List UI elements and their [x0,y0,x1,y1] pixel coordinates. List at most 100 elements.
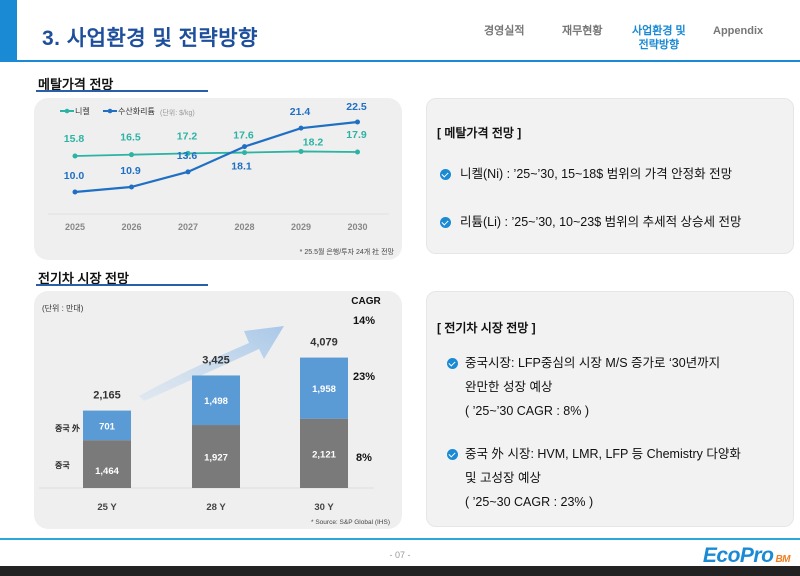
x-tick-label: 2029 [291,222,311,232]
nav-item-appendix[interactable]: Appendix [713,25,764,37]
data-label: 18.1 [231,161,252,173]
data-point [72,189,78,195]
header-accent-bar [0,0,17,60]
series-line-nickel [74,150,358,157]
data-point [298,125,304,131]
ev-market-bar-chart: (단위 : 만대) 1,464 701 2,165 25 Y 1,927 1,498 3,4… [39,296,390,526]
x-tick-label: 25 Y [97,502,117,513]
ev-footnote: * Source: S&P Global (IHS) [311,519,390,526]
data-label: 15.8 [64,133,85,145]
data-label: 13.6 [177,150,198,162]
chart-legend: 니켈 수산화리튬 [60,106,155,116]
growth-arrow-icon [139,326,284,401]
ev-section-title: 전기차 시장 전망 [38,271,129,286]
data-label: 17.6 [233,130,254,142]
ev-chart-panel: (단위 : 만대) 1,464 701 2,165 25 Y 1,927 1,498 3,4… [34,291,402,529]
bullet-line: 완만한 성장 예상 [465,380,553,394]
page-number: - 07 - [389,550,411,560]
metal-footnote: * 25.5월 은행/투자 24개 社 전망 [300,247,395,256]
bar-total-label: 2,165 [93,390,121,402]
nav-item-strategy-line1: 사업환경 및 [632,25,686,37]
ev-bullet-china: 중국시장: LFP중심의 시장 M/S 증가로 ‘30년까지 완만한 성장 예상… [465,351,720,423]
check-icon [447,358,458,369]
nav-item-performance[interactable]: 경영실적 [484,25,525,37]
ev-section-underline [36,284,208,286]
bar-value-label: 1,927 [204,453,228,464]
ev-info-panel: [ 전기차 시장 전망 ] 중국시장: LFP중심의 시장 M/S 증가로 ‘3… [426,291,794,527]
data-point [129,152,134,158]
bullet-line: ( ’25~’30 CAGR : 8% ) [465,404,590,418]
metal-section-title: 메탈가격 전망 [38,77,114,92]
footer-divider [0,538,800,540]
check-icon [447,449,458,460]
x-tick-label: 28 Y [206,502,226,513]
metal-chart-panel: 니켈 수산화리튬 (단위: $/kg) 15.8 16.5 17.2 17.6 18.2 1… [34,98,402,260]
bar-non-china [300,357,348,419]
page-title: 3. 사업환경 및 전략방향 [42,27,258,50]
metal-info-title: [ 메탈가격 전망 ] [437,126,522,140]
x-tick-label: 2028 [234,222,254,232]
bar-value-label: 1,498 [204,396,228,407]
bar-value-label: 1,958 [312,384,336,395]
nav-item-strategy-line2: 전략방향 [638,39,680,51]
legend-marker [107,108,113,114]
nav-item-strategy[interactable]: 사업환경 및 전략방향 [632,24,686,52]
data-label: 21.4 [290,106,311,118]
logo-main: EcoPro [702,544,774,567]
x-tick-label: 2026 [121,222,141,232]
bullet-line: 중국시장: LFP중심의 시장 M/S 증가로 ‘30년까지 [465,356,721,370]
cagr-china: 8% [356,452,372,464]
cagr-header: CAGR [351,296,381,307]
legend-marker [64,108,70,114]
bar-value-label: 1,464 [95,466,119,477]
ecopro-logo: EcoPro BM [702,544,791,568]
data-label: 22.5 [346,101,367,113]
data-point [355,149,360,155]
legend-china-label: 중국 [55,461,70,470]
bar-total-label: 3,425 [202,354,230,366]
bar-non-china [83,410,131,441]
cagr-total: 14% [353,315,375,327]
data-point [298,148,304,154]
x-tick-label: 2030 [347,222,367,232]
bullet-line: 및 고성장 예상 [465,471,541,485]
bullet-line: ( ’25~30 CAGR : 23% ) [465,495,594,509]
metal-bullet-lithium: 리튬(Li) : ’25~’30, 10~23$ 범위의 추세적 상승세 전망 [460,215,742,229]
bar-china [192,425,240,488]
data-label: 10.0 [64,170,85,182]
data-label: 18.2 [303,136,324,148]
data-label: 10.9 [120,165,141,177]
x-tick-label: 30 Y [314,502,334,513]
bar-china [300,418,348,488]
check-icon [440,169,451,180]
legend-non-china-label: 중국 外 [55,423,80,433]
metal-section-underline [36,90,208,92]
bar-value-label: 701 [99,421,116,432]
data-point [185,169,191,175]
check-icon [440,217,451,228]
data-point [242,144,247,150]
series-line-lithium [74,120,358,194]
data-label: 17.9 [346,129,367,141]
bar-china [83,440,131,488]
ev-info-title: [ 전기차 시장 전망 ] [437,321,536,335]
metal-price-line-chart: 니켈 수산화리튬 (단위: $/kg) 15.8 16.5 17.2 17.6 18.2 1… [48,101,395,256]
bar-value-label: 2,121 [312,449,336,460]
cagr-non-china: 23% [353,371,375,383]
ev-unit-label: (단위 : 만대) [42,303,84,313]
x-tick-label: 2027 [178,222,198,232]
data-point [355,119,360,125]
legend-label: 수산화리튬 [118,106,155,116]
header-divider [0,60,800,62]
chart-unit-label: (단위: $/kg) [160,108,195,117]
metal-bullet-nickel: 니켈(Ni) : ’25~’30, 15~18$ 범위의 가격 안정화 전망 [460,167,733,181]
data-point [185,150,191,156]
ev-bullet-non-china: 중국 外 시장: HVM, LMR, LFP 등 Chemistry 다양화 및… [465,442,741,514]
bottom-bar [0,566,800,576]
bar-total-label: 4,079 [310,337,338,349]
data-point [129,184,134,190]
nav-item-financials[interactable]: 재무현황 [562,25,603,37]
data-label: 16.5 [120,132,141,144]
logo-sub: BM [775,554,790,565]
bar-non-china [192,375,240,426]
